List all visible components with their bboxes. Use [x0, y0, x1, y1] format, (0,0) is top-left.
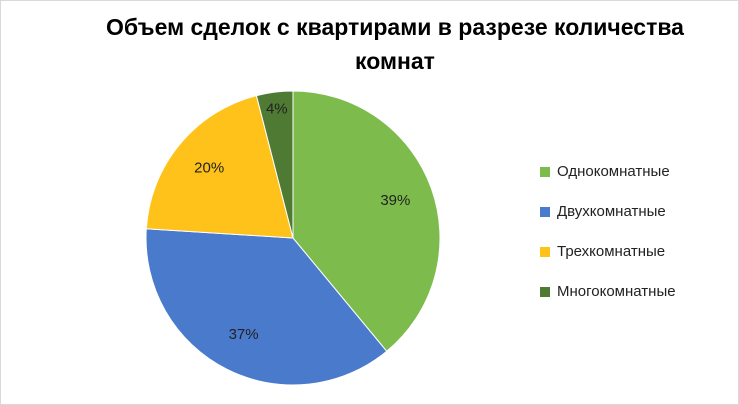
chart-title: Объем сделок с квартирами в разрезе коли… — [106, 14, 684, 74]
legend-swatch — [540, 207, 550, 217]
legend-label: Многокомнатные — [557, 283, 676, 300]
pie-slice — [145, 95, 294, 239]
data-label: 37% — [229, 326, 259, 343]
data-label: 39% — [380, 192, 410, 209]
legend-swatch — [540, 287, 550, 297]
pie-slice — [145, 228, 388, 386]
pie-slice — [292, 90, 441, 352]
data-label: 20% — [194, 160, 224, 177]
legend-label: Однокомнатные — [557, 163, 670, 180]
legend-label: Двухкомнатные — [557, 203, 666, 220]
legend-swatch — [540, 167, 550, 177]
data-label: 4% — [266, 101, 288, 118]
pie-slice — [255, 90, 294, 239]
legend-swatch — [540, 247, 550, 257]
legend-label: Трехкомнатные — [557, 243, 665, 260]
